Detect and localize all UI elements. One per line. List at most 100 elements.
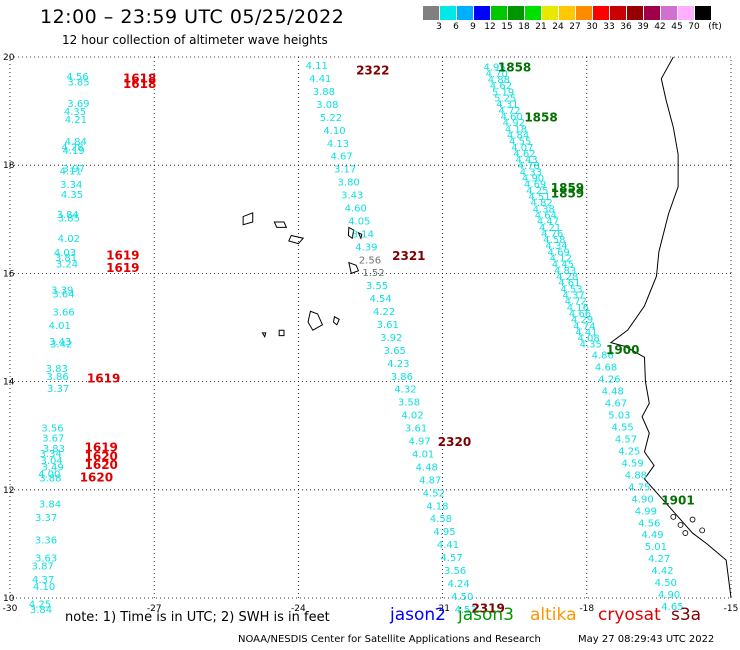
island-outline — [689, 516, 696, 523]
color-swatch — [644, 6, 661, 20]
wave-height-label: 4.72 — [498, 106, 520, 117]
wave-height-label: 4.90 — [522, 174, 544, 185]
color-scale-label: 15 — [501, 22, 513, 32]
island-outline — [261, 332, 267, 338]
wave-height-label: 4.57 — [440, 553, 462, 564]
x-tick-label: -21 — [435, 604, 450, 614]
time-label: 1620 — [85, 450, 118, 464]
wave-height-label: 4.48 — [602, 386, 624, 397]
island-outline — [347, 226, 355, 240]
island-outline — [307, 310, 324, 331]
wave-height-label: 2.56 — [359, 255, 381, 266]
color-scale-label: 9 — [470, 22, 476, 32]
color-swatch — [695, 6, 712, 20]
wave-height-label: 4.18 — [505, 124, 527, 135]
wave-height-label: 4.60 — [501, 112, 523, 123]
color-swatch — [593, 6, 610, 20]
wave-height-label: 4.78 — [518, 161, 540, 172]
wave-height-label: 3.87 — [32, 562, 54, 573]
wave-height-label: 4.54 — [369, 294, 391, 305]
wave-height-label: 4.25 — [618, 446, 640, 457]
wave-height-label: 4.92 — [503, 118, 525, 129]
wave-height-label: 3.37 — [35, 513, 57, 524]
y-tick-label: 10 — [3, 594, 15, 604]
wave-height-label: 4.43 — [516, 155, 538, 166]
legend-cryosat: cryosat — [598, 605, 661, 625]
wave-height-label: 3.14 — [352, 229, 374, 240]
wave-height-label: 3.56 — [444, 566, 466, 577]
wave-height-label: 3.65 — [384, 346, 406, 357]
wave-height-label: 4.47 — [537, 217, 559, 228]
coastline-west-africa — [609, 56, 732, 599]
legend-jason2: jason2 — [390, 605, 446, 625]
wave-height-label: 4.67 — [605, 398, 627, 409]
wave-height-label: 4.51 — [528, 192, 550, 203]
color-swatch — [661, 6, 678, 20]
color-swatch — [508, 6, 525, 20]
map-subtitle: 12 hour collection of altimeter wave hei… — [62, 33, 328, 47]
y-tick-label: 18 — [3, 161, 15, 171]
time-label: 1859 — [551, 186, 584, 200]
wave-height-label: 4.88 — [488, 75, 510, 86]
y-tick-label: 12 — [3, 486, 14, 496]
time-label: 1619 — [85, 441, 118, 455]
wave-height-label: 4.70 — [486, 69, 508, 80]
wave-height-label: 4.38 — [533, 204, 555, 215]
wave-height-label: 5.25 — [494, 94, 516, 105]
wave-height-label: 4.49 — [641, 530, 663, 541]
island-outline — [348, 261, 360, 275]
wave-height-label: 4.34 — [545, 241, 567, 252]
wave-height-label: 4.33 — [520, 167, 542, 178]
time-label: 1618 — [123, 72, 156, 86]
island-outline — [242, 212, 254, 226]
island-outline — [670, 513, 677, 520]
wave-height-label: 4.01 — [49, 321, 71, 332]
time-label: 1859 — [551, 181, 584, 195]
wave-height-label: 4.21 — [539, 223, 561, 234]
wave-height-label: 4.59 — [621, 458, 643, 469]
island-outline — [278, 329, 285, 337]
wave-height-label: 4.41 — [437, 540, 459, 551]
wave-height-label: 4.99 — [635, 506, 657, 517]
wave-height-label: 4.62 — [513, 149, 535, 160]
wave-height-label: 4.67 — [330, 152, 352, 163]
color-scale-label: (ft) — [708, 22, 722, 32]
legend-altika: altika — [530, 605, 577, 625]
time-label: 1619 — [106, 248, 139, 262]
color-swatch — [610, 6, 627, 20]
wave-height-label: 3.63 — [35, 553, 57, 564]
wave-height-label: 3.34 — [60, 180, 82, 191]
color-scale-label: 33 — [603, 22, 615, 32]
wave-height-label: 3.81 — [55, 253, 77, 264]
wave-height-label: 4.21 — [65, 115, 87, 126]
color-scale-label: 12 — [484, 22, 496, 32]
time-label: 1619 — [87, 371, 120, 385]
wave-height-label: 4.39 — [355, 242, 377, 253]
wave-height-label: 4.75 — [628, 482, 650, 493]
wave-height-label: 4.42 — [651, 566, 673, 577]
wave-height-label: 3.08 — [316, 100, 338, 111]
color-swatch — [457, 6, 474, 20]
wave-height-label: 3.56 — [41, 424, 63, 435]
wave-height-label: 4.25 — [526, 186, 548, 197]
wave-height-label: 3.37 — [47, 384, 69, 395]
wave-height-label: 4.64 — [535, 210, 557, 221]
color-scale-label: 30 — [586, 22, 598, 32]
footer-note: note: 1) Time is in UTC; 2) SWH is in fe… — [65, 610, 330, 625]
wave-height-label: 4.83 — [554, 266, 576, 277]
wave-height-label: 3.84 — [30, 605, 52, 616]
color-scale-label: 18 — [518, 22, 530, 32]
legend-s3a: s3a — [671, 605, 702, 625]
wave-height-label: 4.12 — [550, 254, 572, 265]
wave-height-label: 3.97 — [63, 164, 85, 175]
wave-height-label: 3.80 — [338, 178, 360, 189]
wave-height-label: 4.90 — [658, 590, 680, 601]
color-swatch — [542, 6, 559, 20]
color-scale-label: 3 — [436, 22, 442, 32]
wave-height-label: 4.32 — [394, 385, 416, 396]
wave-height-label: 3.92 — [380, 333, 402, 344]
wave-height-label: 4.62 — [490, 81, 512, 92]
wave-height-label: 4.48 — [416, 462, 438, 473]
wave-height-label: 3.88 — [39, 473, 61, 484]
